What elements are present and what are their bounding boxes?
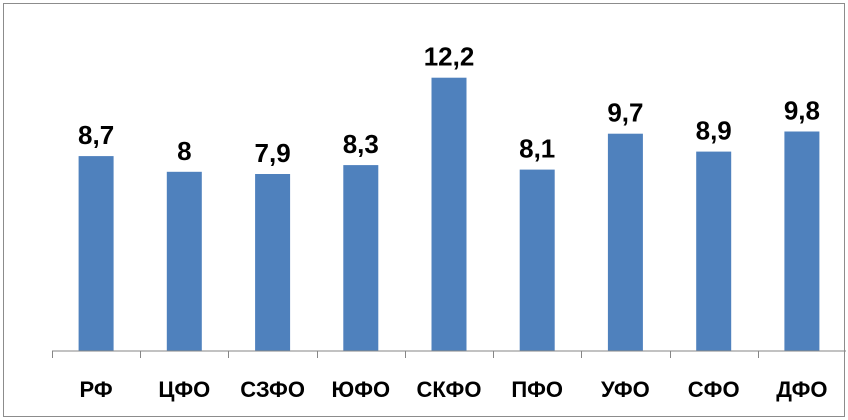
bar-сзфо (255, 174, 291, 351)
x-tick-label-дфо: ДФО (776, 377, 827, 402)
x-tick-labels: РФ ЦФО СЗФО ЮФО СКФО ПФО УФО СФО ДФО (80, 377, 828, 402)
bar-дфо (784, 131, 820, 351)
data-label-пфо: 8,1 (519, 134, 555, 164)
x-tick-label-рф: РФ (80, 377, 113, 402)
data-label-цфо: 8 (177, 136, 191, 166)
x-tick-label-уфо: УФО (601, 377, 650, 402)
bar-цфо (166, 171, 202, 351)
x-tick-label-сфо: СФО (688, 377, 740, 402)
x-tick-label-юфо: ЮФО (332, 377, 391, 402)
bar-уфо (607, 133, 643, 351)
bar-скфо (431, 77, 467, 351)
bar-пфо (519, 169, 555, 351)
data-label-юфо: 8,3 (343, 129, 379, 159)
bar-рф (78, 156, 114, 351)
x-tick-label-скфо: СКФО (417, 377, 482, 402)
data-label-сзфо: 7,9 (255, 138, 291, 168)
data-label-сфо: 8,9 (696, 116, 732, 146)
x-tick-label-цфо: ЦФО (158, 377, 210, 402)
chart-frame: 8,7 8 7,9 8,3 12,2 8,1 9,7 8,9 9,8 РФ ЦФО СЗФО ЮФО С… (3, 3, 846, 417)
data-label-скфо: 12,2 (424, 42, 475, 72)
value-labels-layer: 8,7 8 7,9 8,3 12,2 8,1 9,7 8,9 9,8 (78, 42, 820, 168)
bar-юфо (343, 165, 379, 351)
bar-chart: 8,7 8 7,9 8,3 12,2 8,1 9,7 8,9 9,8 РФ ЦФО СЗФО ЮФО С… (52, 42, 846, 402)
x-tick-label-сзфо: СЗФО (240, 377, 305, 402)
data-label-рф: 8,7 (78, 120, 114, 150)
data-label-дфо: 9,8 (784, 96, 820, 126)
x-axis (52, 350, 846, 358)
bars-layer (78, 77, 820, 351)
data-label-уфо: 9,7 (607, 98, 643, 128)
x-tick-label-пфо: ПФО (511, 377, 563, 402)
bar-сфо (696, 151, 732, 351)
